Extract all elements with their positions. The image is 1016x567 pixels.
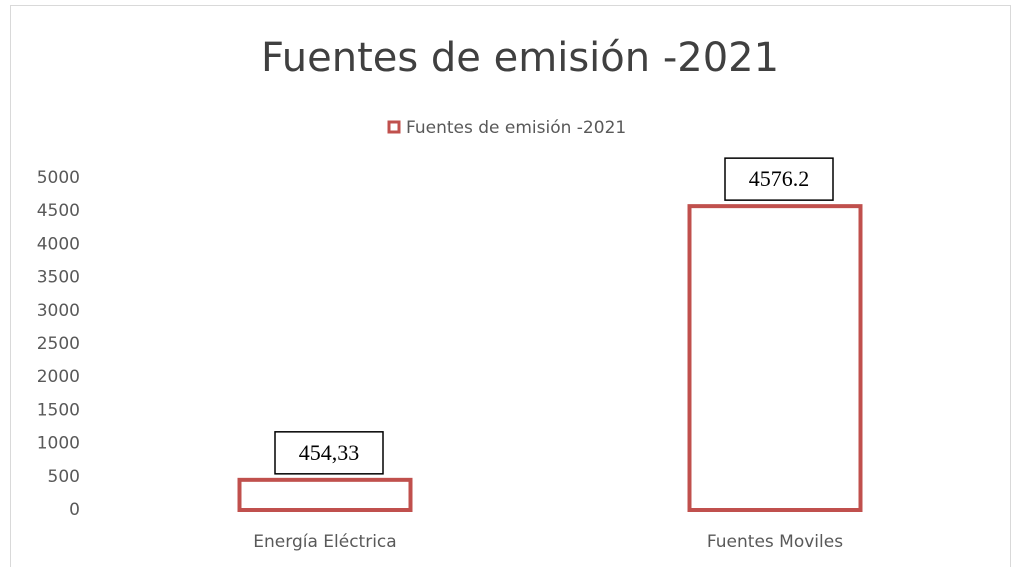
legend-label: Fuentes de emisión -2021 xyxy=(406,118,626,138)
y-tick-label: 4500 xyxy=(37,201,80,221)
bar xyxy=(237,477,413,512)
x-tick-label: Energía Eléctrica xyxy=(253,532,396,552)
y-tick-label: 2500 xyxy=(37,334,80,354)
value-label-box xyxy=(274,431,384,475)
y-tick-label: 500 xyxy=(48,467,80,487)
bar xyxy=(687,204,863,512)
y-tick-label: 3000 xyxy=(37,301,80,321)
legend-swatch xyxy=(387,120,401,134)
y-tick-label: 1000 xyxy=(37,434,80,454)
y-tick-label: 1500 xyxy=(37,400,80,420)
value-label-box xyxy=(724,157,834,201)
value-label: 4576.2 xyxy=(749,166,810,191)
y-tick-label: 0 xyxy=(69,500,80,520)
chart-title: Fuentes de emisión -2021 xyxy=(261,35,779,81)
y-tick-label: 5000 xyxy=(37,168,80,188)
chart-frame xyxy=(10,5,1011,567)
y-tick-label: 4000 xyxy=(37,234,80,254)
y-tick-label: 2000 xyxy=(37,367,80,387)
value-label: 454,33 xyxy=(299,440,360,465)
y-tick-label: 3500 xyxy=(37,268,80,288)
x-tick-label: Fuentes Moviles xyxy=(707,532,843,552)
